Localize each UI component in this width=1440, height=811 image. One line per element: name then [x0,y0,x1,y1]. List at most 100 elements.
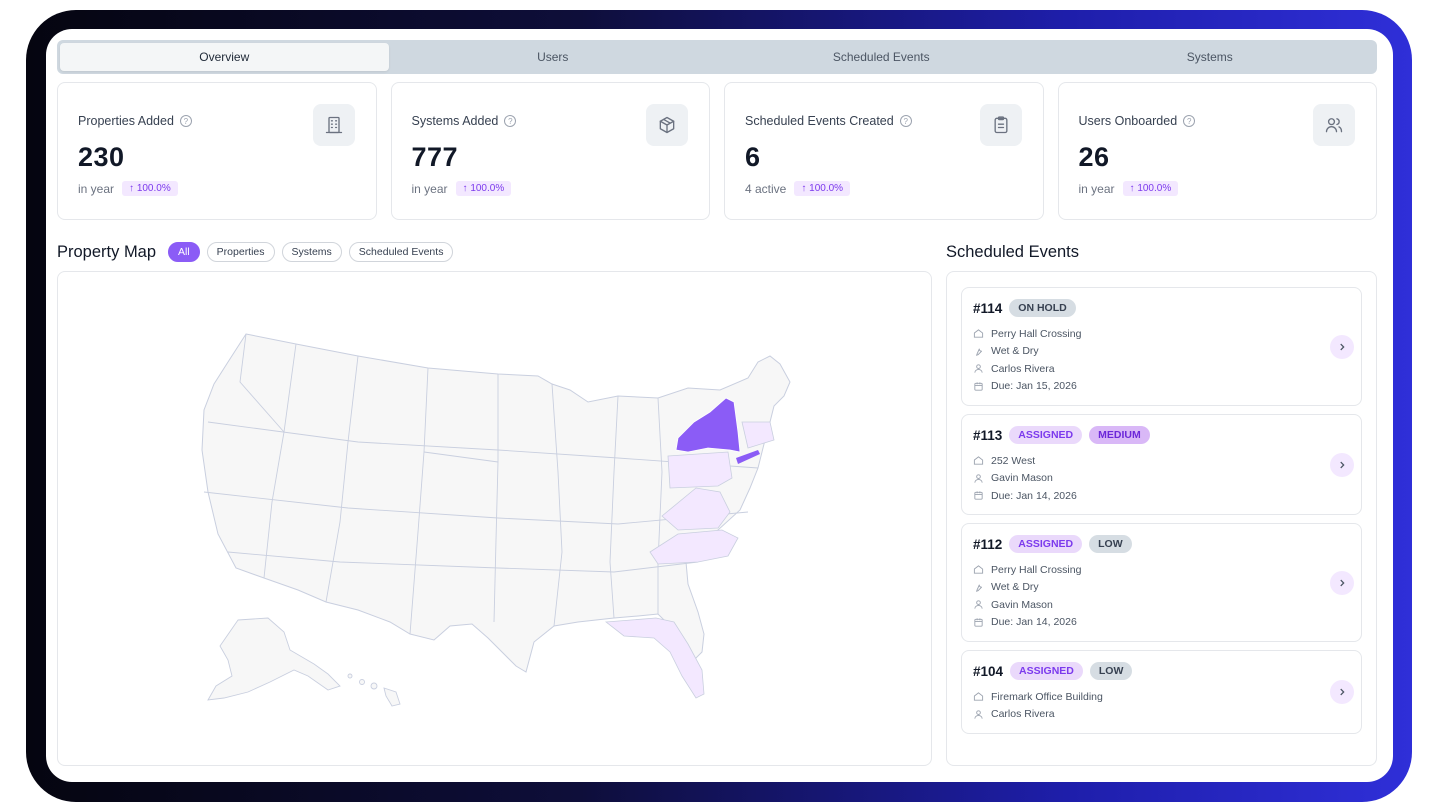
event-assignee: Gavin Mason [973,596,1350,614]
priority-badge: LOW [1089,662,1133,680]
help-icon[interactable]: ? [899,115,912,127]
home-icon [973,456,984,465]
stat-label: Properties Added [78,114,174,128]
stat-card-properties: Properties Added? 230 in year ↑ 100.0% [57,82,377,220]
priority-badge: LOW [1089,535,1132,553]
state-new-england [741,421,775,449]
stat-card-users: Users Onboarded? 26 in year ↑ 100.0% [1057,82,1377,220]
event-id: #112 [973,536,1003,552]
state-florida [604,617,705,699]
stat-value: 6 [745,142,761,172]
event-property: Perry Hall Crossing [973,325,1350,343]
priority-badge: MEDIUM [1089,426,1150,444]
delta-badge: ↑ 100.0% [455,181,512,196]
status-badge: ASSIGNED [1009,535,1083,553]
event-assignee: Gavin Mason [973,470,1350,488]
us-map[interactable] [58,272,932,766]
stat-card-systems: Systems Added? 777 in year ↑ 100.0% [390,82,710,220]
help-icon[interactable]: ? [179,115,192,127]
events-title: Scheduled Events [946,243,1080,261]
tab-users[interactable]: Users [537,50,569,64]
stat-label: Scheduled Events Created [745,114,894,128]
status-badge: ON HOLD [1009,299,1076,317]
filter-systems[interactable]: Systems [281,242,342,262]
help-icon[interactable]: ? [1183,115,1196,127]
wrench-icon [975,584,983,592]
stat-value: 230 [78,142,125,172]
event-id: #114 [973,300,1003,316]
home-icon [973,565,984,574]
calendar-icon [974,382,983,391]
home-icon [973,329,984,338]
stat-subtext: 4 active [745,181,787,196]
event-system: Wet & Dry [973,579,1350,597]
event-card-104[interactable]: #104 ASSIGNED LOW Firemark Office Buildi… [961,650,1362,734]
wrench-icon [975,348,983,356]
map-title: Property Map [57,243,157,261]
event-property: 252 West [973,452,1350,470]
chevron-right-icon[interactable] [1330,680,1354,704]
state-new-york [675,397,741,453]
map-filters: All Properties Systems Scheduled Events [168,242,454,262]
box-icon [646,104,688,146]
state-long-island [736,450,760,464]
events-list: #114 ON HOLD Perry Hall Crossing Wet & D… [946,271,1377,766]
stats-row: Properties Added? 230 in year ↑ 100.0% Sy… [57,82,1377,220]
tab-overview[interactable]: Overview [60,43,389,71]
stat-subtext: in year [1078,181,1115,196]
calendar-icon [974,618,983,627]
event-id: #104 [973,663,1004,679]
event-due: Due: Jan 15, 2026 [973,378,1350,396]
event-property: Firemark Office Building [973,688,1350,706]
status-badge: ASSIGNED [1010,662,1083,680]
stat-card-events: Scheduled Events Created? 6 4 active ↑ 10… [724,82,1044,220]
status-badge: ASSIGNED [1009,426,1083,444]
event-card-114[interactable]: #114 ON HOLD Perry Hall Crossing Wet & D… [961,287,1362,406]
user-icon [974,474,983,483]
stat-value: 777 [411,142,459,172]
calendar-icon [974,491,983,500]
tab-systems[interactable]: Systems [1186,50,1233,64]
user-icon [974,364,983,373]
home-icon [973,692,984,701]
event-assignee: Carlos Rivera [973,360,1350,378]
clipboard-icon [979,104,1022,146]
user-icon [974,600,983,609]
event-property: Perry Hall Crossing [973,561,1350,579]
filter-properties[interactable]: Properties [206,242,275,262]
event-id: #113 [973,427,1003,443]
state-pennsylvania [667,451,733,489]
event-card-112[interactable]: #112 ASSIGNED LOW Perry Hall Crossing We… [961,523,1362,642]
help-icon[interactable]: ? [504,115,517,127]
hawaii [347,673,401,707]
delta-badge: ↑ 100.0% [122,181,178,196]
event-assignee: Carlos Rivera [973,706,1350,724]
building-icon [312,104,355,146]
alaska [207,617,341,701]
tab-scheduled-events[interactable]: Scheduled Events [832,50,930,64]
event-card-113[interactable]: #113 ASSIGNED MEDIUM 252 West Gavin Maso… [961,414,1362,515]
property-map[interactable] [57,271,932,766]
stat-label: Systems Added [411,114,499,128]
event-system: Wet & Dry [973,343,1350,361]
state-borders [203,333,759,635]
event-due: Due: Jan 14, 2026 [973,614,1350,632]
delta-badge: ↑ 100.0% [794,181,851,196]
chevron-right-icon[interactable] [1330,334,1354,359]
stat-label: Users Onboarded [1078,114,1178,128]
chevron-right-icon[interactable] [1330,570,1354,595]
user-icon [974,710,983,719]
stat-subtext: in year [411,181,448,196]
state-virginia [661,487,731,531]
filter-all[interactable]: All [168,242,200,262]
filter-scheduled-events[interactable]: Scheduled Events [348,242,454,262]
app-screen: Overview Users Scheduled Events Systems … [46,29,1393,782]
users-icon [1313,104,1355,146]
stat-value: 26 [1078,142,1110,172]
delta-badge: ↑ 100.0% [1122,181,1179,196]
state-north-carolina [649,529,739,565]
tab-bar: Overview Users Scheduled Events Systems [57,40,1377,74]
stat-subtext: in year [78,181,115,196]
event-due: Due: Jan 14, 2026 [973,487,1350,505]
chevron-right-icon[interactable] [1330,452,1354,477]
